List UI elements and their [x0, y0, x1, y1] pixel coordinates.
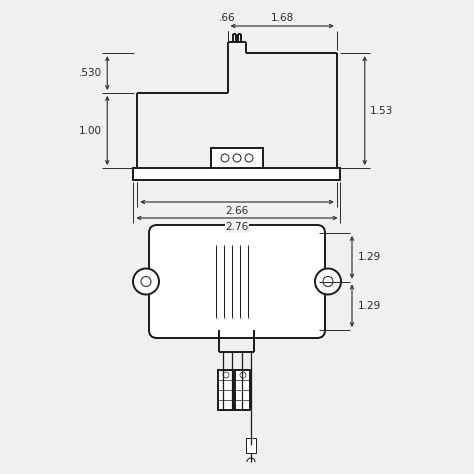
FancyBboxPatch shape [149, 225, 325, 338]
Text: 1.53: 1.53 [370, 106, 393, 116]
Circle shape [233, 154, 241, 162]
Text: 1.68: 1.68 [271, 13, 294, 23]
Bar [219, 370, 234, 410]
Circle shape [315, 268, 341, 294]
Circle shape [141, 276, 151, 286]
Text: 1.00: 1.00 [79, 126, 102, 136]
Circle shape [223, 372, 229, 378]
Circle shape [133, 268, 159, 294]
Text: .530: .530 [79, 68, 102, 78]
Text: 1.29: 1.29 [358, 301, 381, 311]
Text: 2.66: 2.66 [225, 206, 249, 216]
Bar [236, 370, 250, 410]
Bar [211, 148, 263, 168]
Bar [246, 438, 256, 453]
Text: 1.29: 1.29 [358, 252, 381, 262]
Text: .66: .66 [219, 13, 236, 23]
Circle shape [240, 372, 246, 378]
Circle shape [323, 276, 333, 286]
Bar [134, 168, 340, 180]
Circle shape [245, 154, 253, 162]
Text: 2.76: 2.76 [225, 222, 249, 232]
Circle shape [221, 154, 229, 162]
